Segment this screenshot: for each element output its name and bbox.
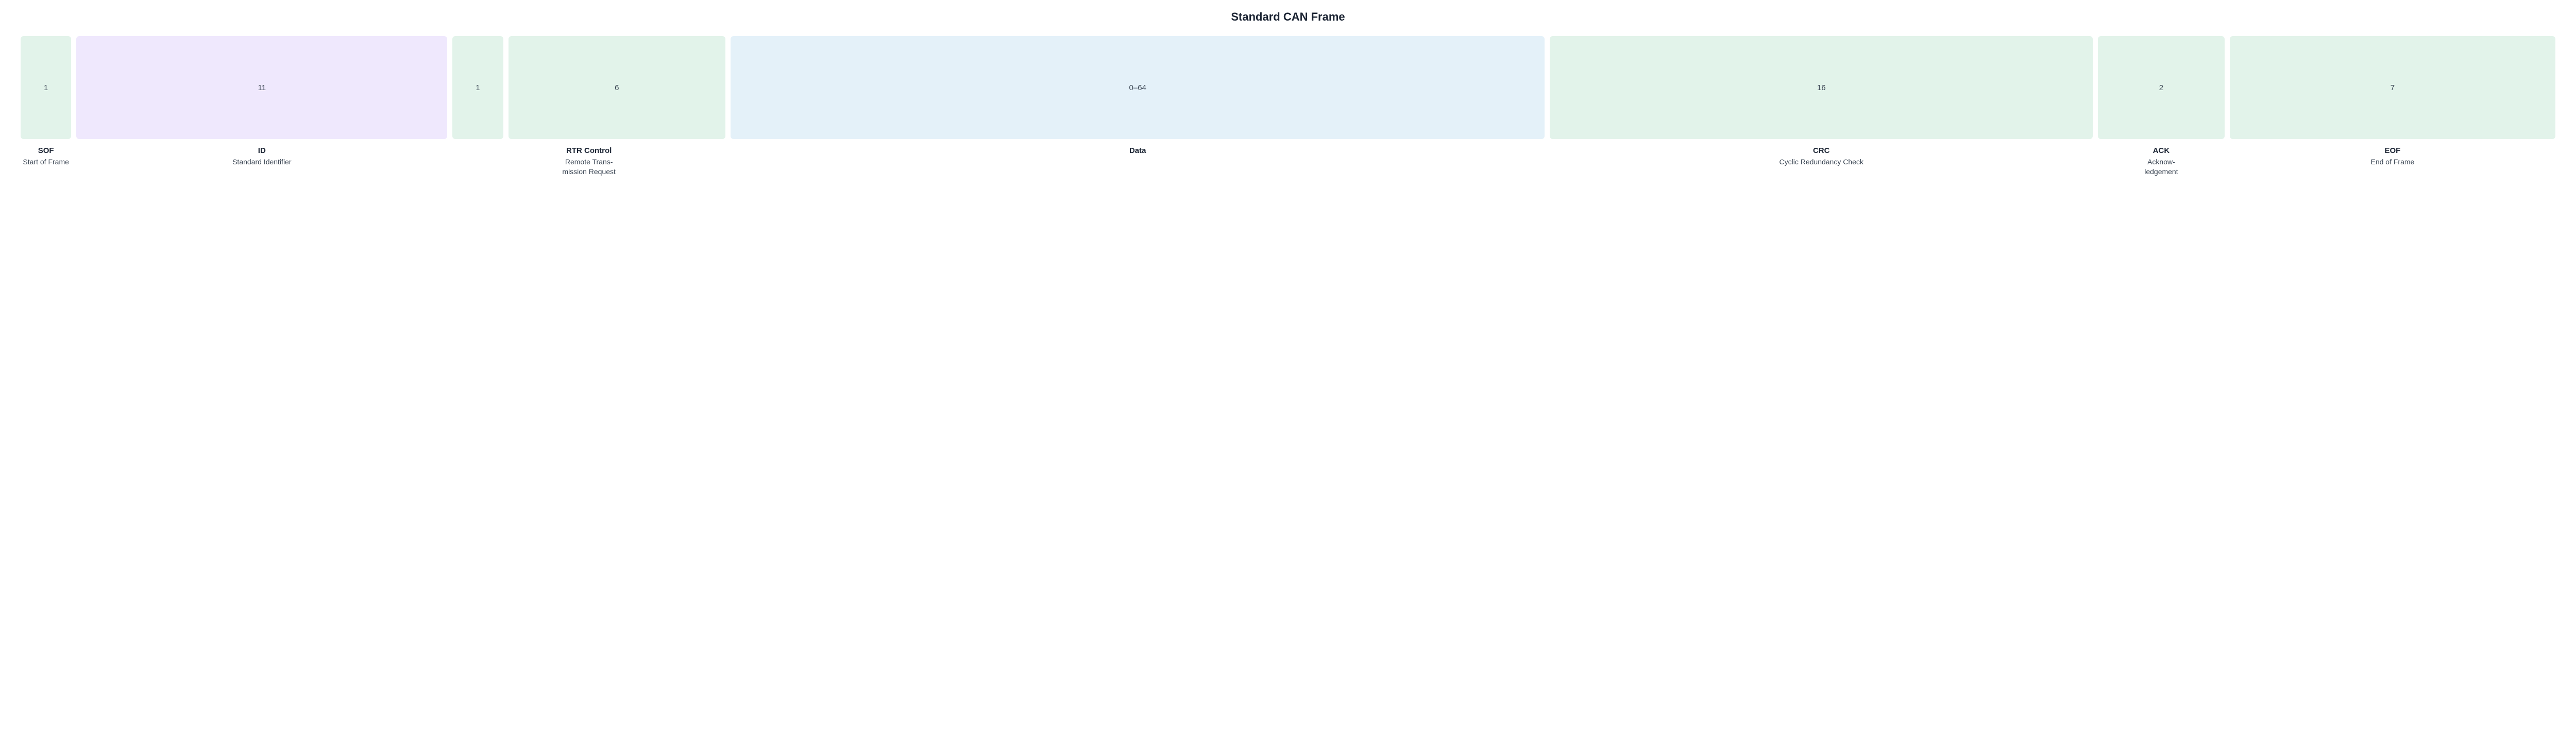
diagram-title: Standard CAN Frame (21, 10, 2555, 24)
field-bits: 7 (2391, 83, 2395, 92)
field-label-short: ID (76, 146, 447, 155)
field-label-short: EOF (2230, 146, 2555, 155)
field-label-long: Standard Identifier (76, 157, 447, 167)
field-label: CRC Cyclic Redundancy Check (1550, 146, 2093, 177)
field-label-short: SOF (21, 146, 71, 155)
field-label: RTR Control Remote Trans-mission Request (452, 146, 725, 177)
frame-field: 7 (2230, 36, 2555, 139)
field-bits: 6 (615, 83, 619, 92)
field-label-short: Data (731, 146, 1545, 155)
frame-field: 1 (21, 36, 71, 139)
frame-field: 11 (76, 36, 447, 139)
field-bits: 1 (476, 83, 480, 92)
field-bits: 2 (2159, 83, 2163, 92)
field-label-long: Start of Frame (21, 157, 71, 167)
field-label-long: Remote Trans-mission Request (452, 157, 725, 177)
field-label: EOF End of Frame (2230, 146, 2555, 177)
frame-field: 6 (509, 36, 725, 139)
field-bits: 16 (1817, 83, 1826, 92)
frame-fields-row: 111160–641627 (21, 36, 2555, 139)
field-label: SOF Start of Frame (21, 146, 71, 177)
field-bits: 11 (258, 83, 266, 92)
field-bits: 1 (44, 83, 48, 92)
frame-labels-row: SOF Start of Frame ID Standard Identifier RT… (21, 146, 2555, 177)
field-bits: 0–64 (1129, 83, 1146, 92)
field-label-long: End of Frame (2230, 157, 2555, 167)
field-label: ACK Acknow-ledgement (2098, 146, 2225, 177)
field-label-short: CRC (1550, 146, 2093, 155)
frame-field: 1 (452, 36, 503, 139)
frame-field: 16 (1550, 36, 2093, 139)
field-label: Data (731, 146, 1545, 177)
field-label-long: Cyclic Redundancy Check (1550, 157, 2093, 167)
field-label-long: Acknow-ledgement (2098, 157, 2225, 177)
field-label-short: RTR Control (452, 146, 725, 155)
frame-field: 0–64 (731, 36, 1545, 139)
field-label-short: ACK (2098, 146, 2225, 155)
field-label: ID Standard Identifier (76, 146, 447, 177)
frame-field: 2 (2098, 36, 2225, 139)
